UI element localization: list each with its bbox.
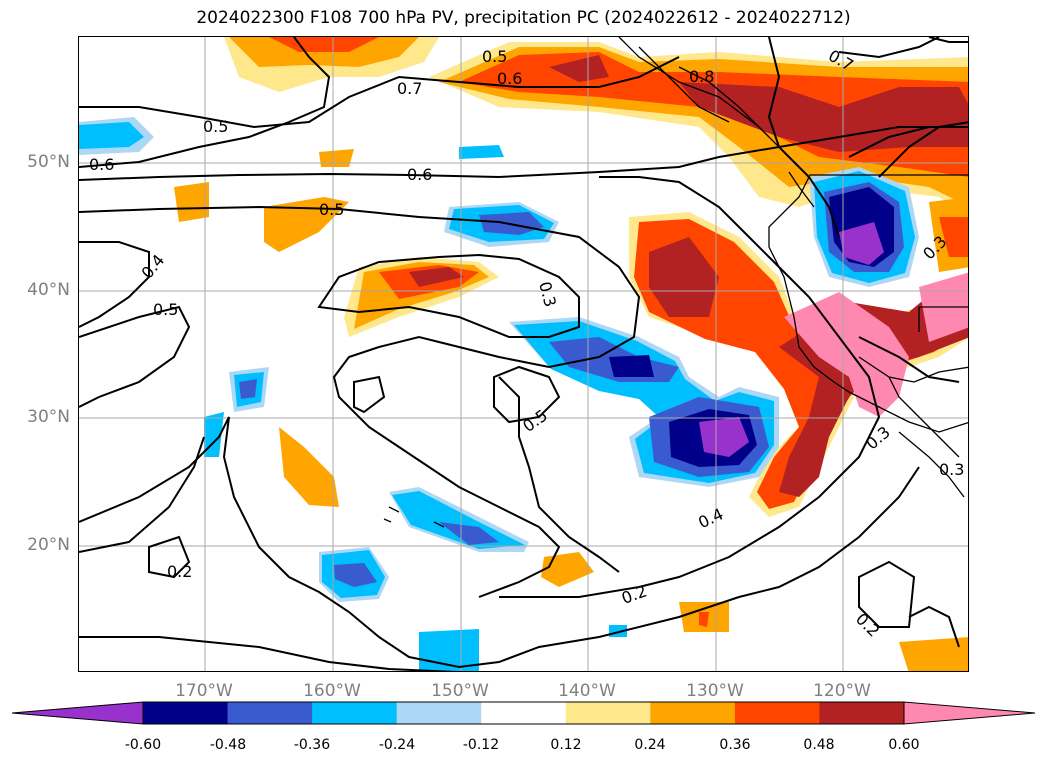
contour-label: 0.5 — [153, 300, 178, 319]
contour-label: 0.2 — [852, 609, 883, 640]
pv-contours — [79, 37, 968, 671]
colorbar-segment — [396, 702, 482, 724]
colorbar-extend-min — [11, 701, 144, 725]
colorbar-tick-label: 0.48 — [803, 737, 835, 753]
contour-label: 0.6 — [497, 69, 522, 88]
lon-label-120w: 120°W — [813, 681, 871, 701]
colorbar — [11, 701, 1036, 725]
coastlines — [383, 37, 968, 528]
lon-label-170w: 170°W — [175, 681, 233, 701]
colorbar-segment — [565, 702, 651, 724]
colorbar-tick-label: 0.12 — [550, 737, 582, 753]
contour-label: 0.3 — [535, 280, 560, 310]
contour-label: 0.2 — [167, 562, 192, 581]
colorbar-segment — [819, 702, 905, 724]
colorbar-tick-label: 0.36 — [719, 737, 751, 753]
map-panel: 0.5 0.6 0.8 0.7 0.7 0.5 0.6 0.6 0.5 0.4 … — [78, 36, 969, 672]
colorbar-segment — [734, 702, 820, 724]
colorbar-segment — [143, 702, 229, 724]
colorbar-outline — [142, 701, 905, 725]
colorbar-tick-label: -0.60 — [124, 737, 162, 753]
lon-label-160w: 160°W — [303, 681, 361, 701]
colorbar-segment — [227, 702, 313, 724]
lon-label-140w: 140°W — [558, 681, 616, 701]
lon-label-130w: 130°W — [686, 681, 744, 701]
contour-label: 0.7 — [397, 79, 422, 98]
colorbar-tick-label: -0.36 — [293, 737, 331, 753]
contour-label: 0.6 — [89, 155, 114, 174]
colorbar-segment — [481, 702, 567, 724]
colorbar-tick-label: -0.24 — [378, 737, 416, 753]
lon-label-150w: 150°W — [431, 681, 489, 701]
colorbar-extend-max — [903, 701, 1036, 725]
lat-label-40n: 40°N — [27, 280, 70, 300]
lat-label-50n: 50°N — [27, 152, 70, 172]
contour-label: 0.8 — [689, 67, 714, 86]
contour-label: 0.5 — [203, 117, 228, 136]
colorbar-tick-label: -0.12 — [462, 737, 500, 753]
map-canvas: 0.5 0.6 0.8 0.7 0.7 0.5 0.6 0.6 0.5 0.4 … — [79, 37, 968, 671]
lat-label-20n: 20°N — [27, 535, 70, 555]
colorbar-segment — [650, 702, 736, 724]
lat-label-30n: 30°N — [27, 407, 70, 427]
contour-label: 0.6 — [407, 165, 432, 184]
contour-label: 0.5 — [319, 200, 344, 219]
contour-label: 0.3 — [939, 460, 964, 479]
contour-label: 0.4 — [137, 251, 168, 283]
contour-label: 0.3 — [862, 422, 894, 453]
colorbar-tick-label: -0.48 — [209, 737, 247, 753]
colorbar-tick-label: 0.60 — [888, 737, 920, 753]
map-title: 2024022300 F108 700 hPa PV, precipitatio… — [196, 8, 851, 28]
contour-label: 0.5 — [482, 47, 507, 66]
contour-label: 0.4 — [695, 504, 726, 532]
colorbar-segment — [312, 702, 398, 724]
colorbar-tick-label: 0.24 — [634, 737, 666, 753]
